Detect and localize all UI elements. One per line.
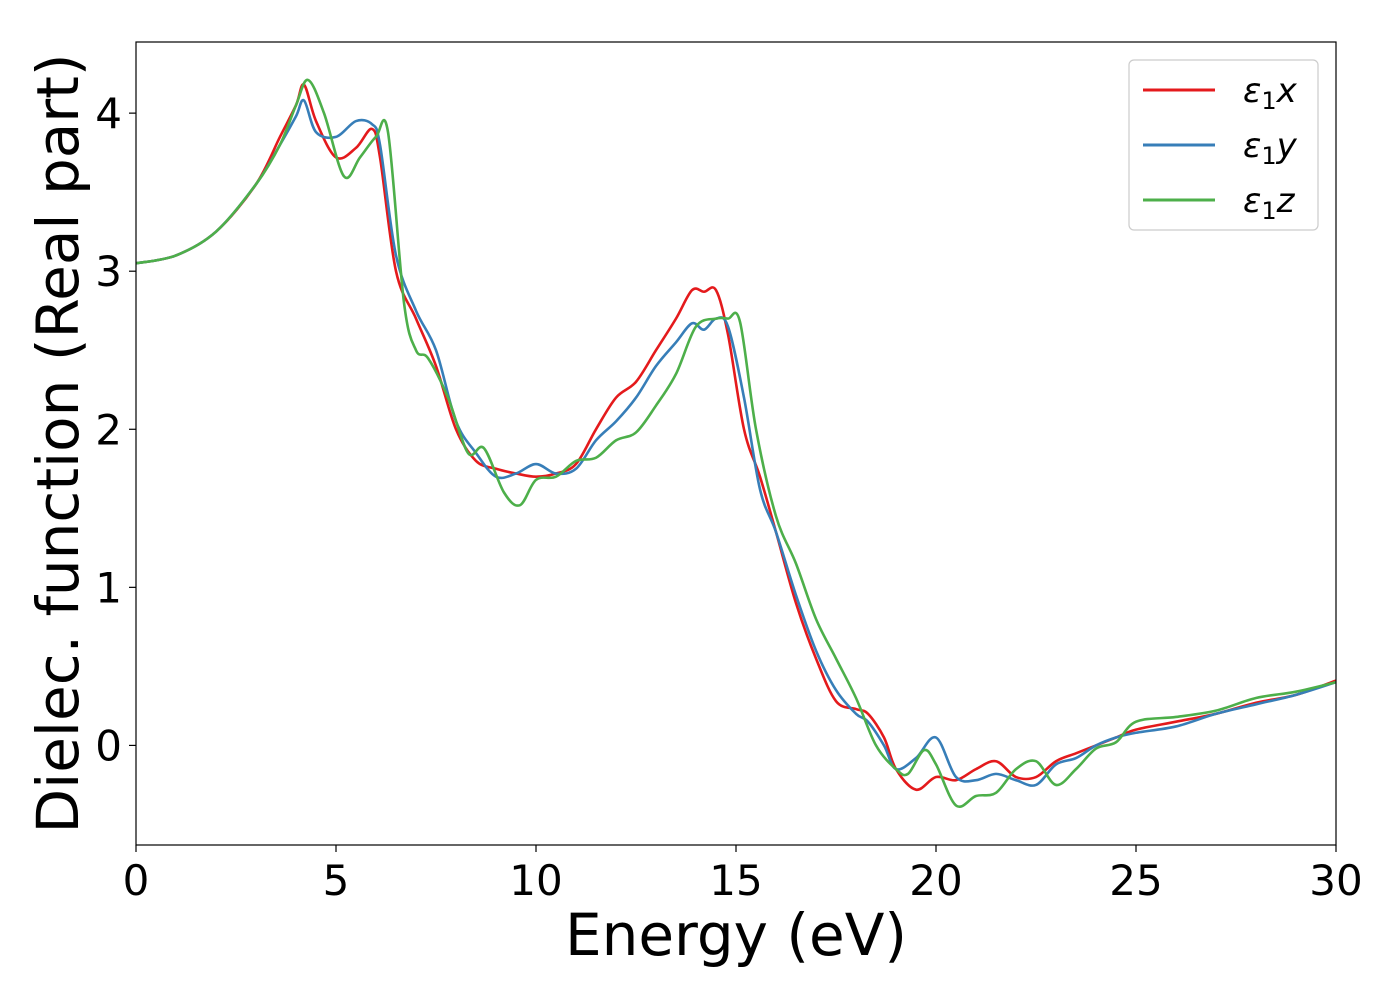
y-tick-label: 1: [95, 563, 122, 612]
legend-item-x: ε1x: [1143, 71, 1298, 115]
x-axis: 0 5 10 15 20 25 30: [123, 845, 1363, 905]
legend-label: ε1z: [1243, 181, 1296, 225]
y-tick-label: 4: [95, 89, 122, 138]
y-tick-label: 2: [95, 405, 122, 454]
y-tick-label: 3: [95, 247, 122, 296]
x-tick-label: 5: [323, 856, 350, 905]
x-tick-label: 25: [1109, 856, 1162, 905]
series-line-z: [136, 78, 1336, 808]
y-axis-title: Dielec. function (Real part): [24, 53, 92, 833]
series-line-x: [136, 83, 1336, 791]
legend: ε1x ε1y ε1z: [1128, 59, 1319, 231]
y-tick-label: 0: [95, 721, 122, 770]
series-layer: [136, 78, 1336, 808]
legend-box: [1128, 59, 1319, 231]
legend-item-y: ε1y: [1143, 126, 1298, 170]
y-axis: 0 1 2 3 4: [95, 89, 136, 770]
series-line-y: [136, 98, 1336, 787]
legend-label: ε1y: [1243, 126, 1298, 170]
legend-item-z: ε1z: [1143, 181, 1296, 225]
x-axis-title: Energy (eV): [565, 901, 907, 969]
x-tick-label: 15: [709, 856, 762, 905]
x-tick-label: 30: [1309, 856, 1362, 905]
legend-label: ε1x: [1243, 71, 1298, 115]
x-tick-label: 20: [909, 856, 962, 905]
x-tick-label: 10: [509, 856, 562, 905]
x-tick-label: 0: [123, 856, 150, 905]
